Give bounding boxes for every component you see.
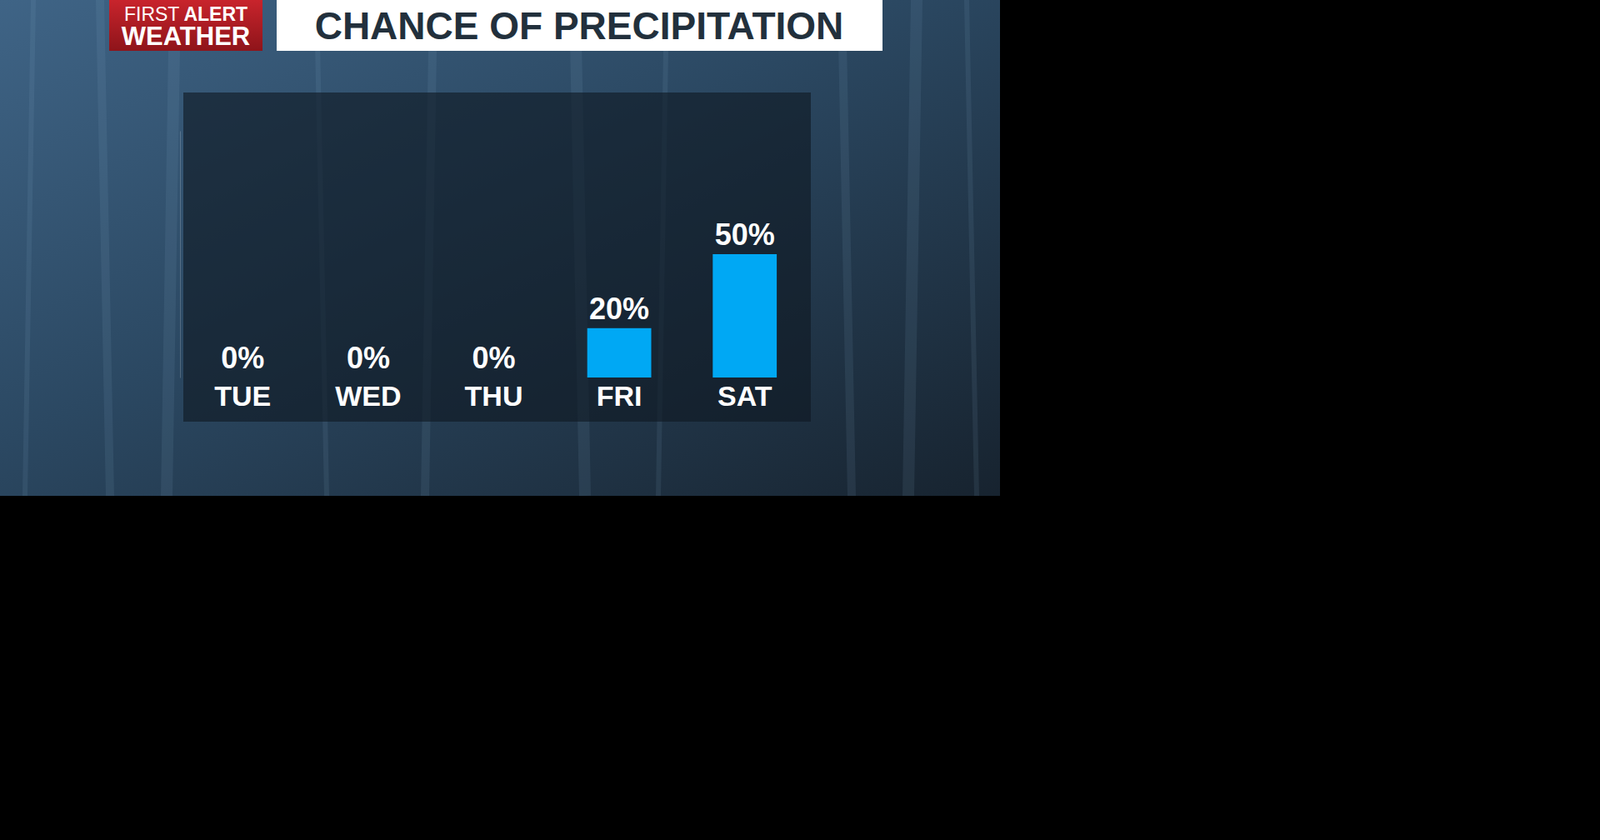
bar bbox=[210, 377, 275, 379]
rain-streaks bbox=[25, 0, 977, 496]
bar bbox=[587, 328, 652, 378]
data-labels: 0% 0% 0% 20% 50% bbox=[220, 217, 775, 375]
y-axis bbox=[180, 131, 181, 379]
logo-word: WEATHER bbox=[121, 21, 250, 51]
rain-streak bbox=[166, 0, 175, 496]
x-tick-label: WED bbox=[335, 380, 401, 412]
data-label: 50% bbox=[715, 217, 775, 252]
plot-panel bbox=[183, 92, 811, 422]
bar bbox=[335, 377, 400, 379]
rain-streak bbox=[100, 0, 110, 496]
x-tick: FRI bbox=[596, 377, 643, 412]
data-label: 0% bbox=[220, 340, 265, 375]
x-tick: WED bbox=[335, 377, 401, 412]
x-axis-line bbox=[180, 377, 809, 379]
bar bbox=[461, 377, 526, 379]
rain-streak bbox=[841, 0, 852, 496]
rain-streak bbox=[966, 0, 977, 496]
x-tick: TUE bbox=[214, 377, 271, 412]
data-label: 0% bbox=[346, 340, 390, 375]
y-axis-line bbox=[180, 131, 181, 379]
chart: FIRSTALERTWEATHERCHANCE OF PRECIPITATION… bbox=[0, 0, 1600, 840]
bar bbox=[712, 254, 777, 378]
x-tick: SAT bbox=[717, 377, 773, 412]
title-box bbox=[276, 0, 883, 51]
bars bbox=[587, 254, 777, 378]
x-tick-label: TUE bbox=[214, 380, 271, 412]
image-background bbox=[0, 0, 1000, 496]
page-background bbox=[0, 0, 1600, 840]
x-tick: THU bbox=[465, 377, 524, 412]
x-axis: TUE WED THU FRI SAT bbox=[180, 377, 809, 412]
rain-streak bbox=[25, 0, 34, 496]
title: CHANCE OF PRECIPITATION bbox=[315, 4, 845, 48]
rain-streak bbox=[908, 0, 917, 496]
logo-box bbox=[109, 0, 263, 51]
x-tick-label: THU bbox=[465, 380, 524, 412]
data-label: 20% bbox=[589, 291, 650, 326]
x-tick-label: FRI bbox=[596, 380, 643, 412]
data-label: 0% bbox=[471, 340, 515, 375]
x-tick-label: SAT bbox=[717, 380, 773, 412]
